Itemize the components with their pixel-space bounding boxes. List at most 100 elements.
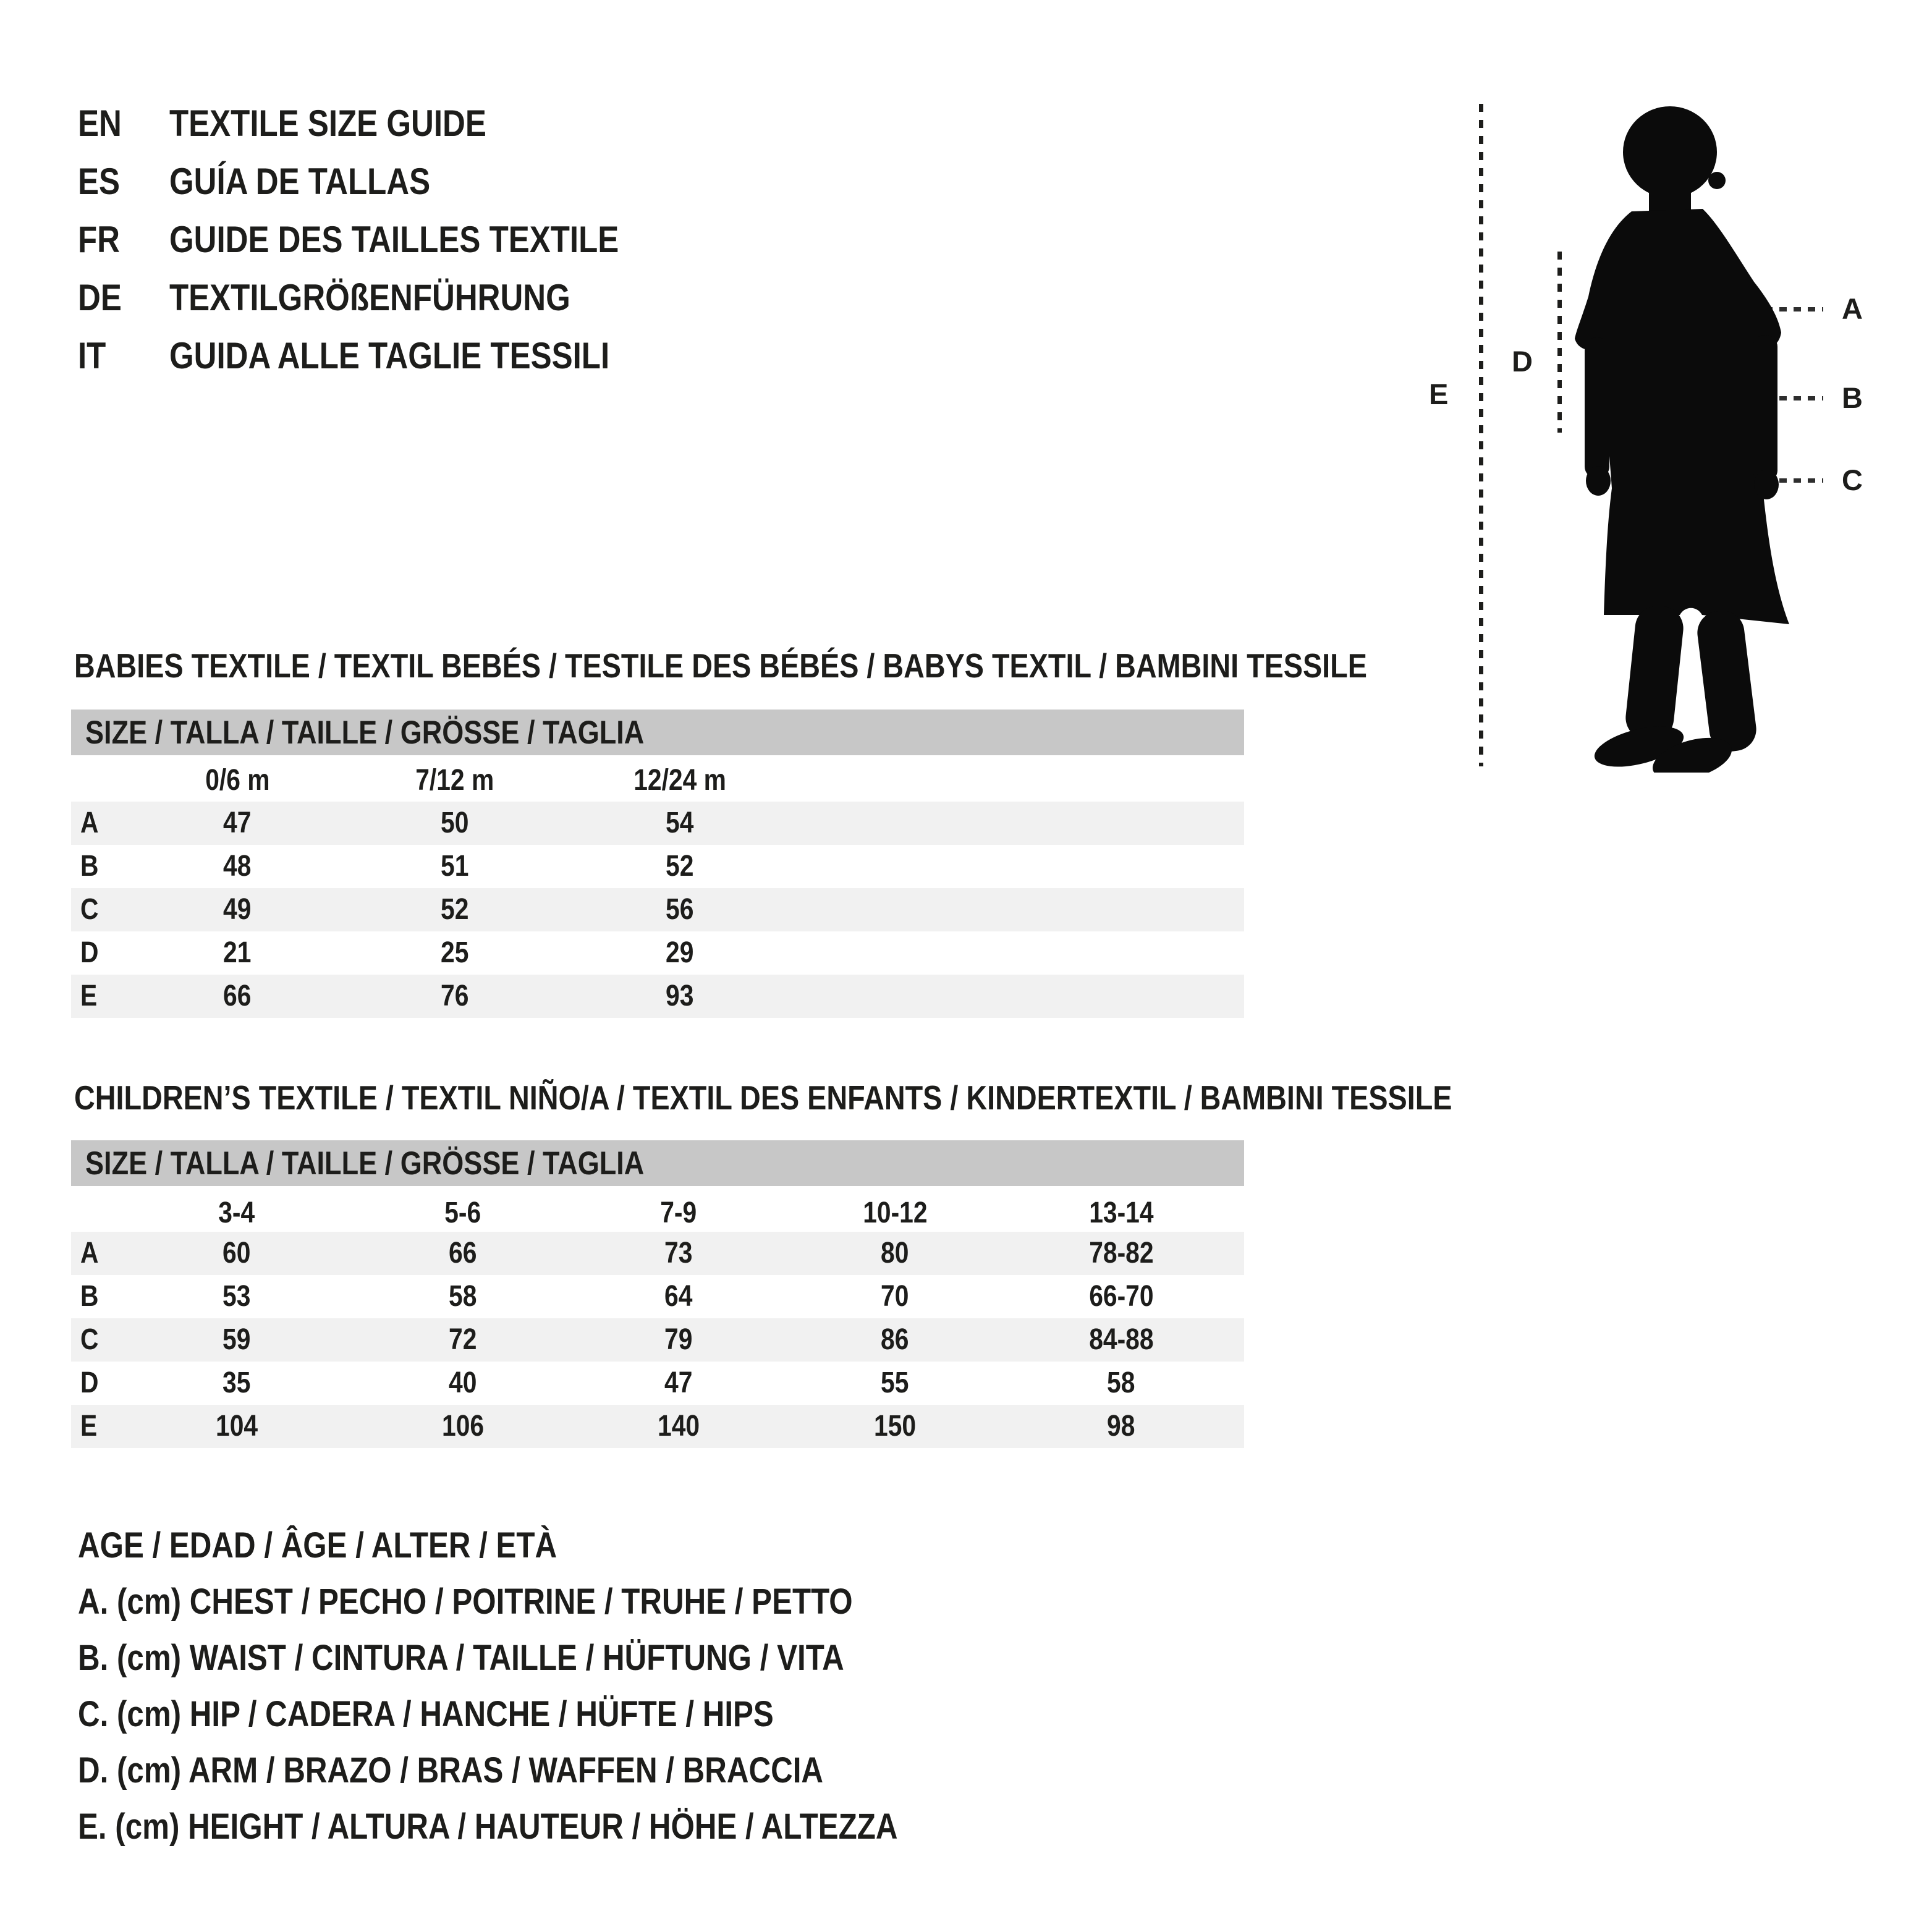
lang-row-it: IT GUIDA ALLE TAGLIE TESSILI	[78, 334, 687, 378]
table-cell: 104	[215, 1410, 258, 1443]
column-header: 5-6	[444, 1197, 481, 1229]
table-cell: 70	[881, 1280, 909, 1313]
table-cell: 35	[222, 1366, 251, 1399]
label-e: E	[1429, 378, 1449, 410]
table-cell: 80	[881, 1237, 909, 1269]
row-label: D	[80, 936, 99, 969]
table-cell: 51	[441, 850, 469, 883]
label-a: A	[1842, 292, 1863, 325]
column-header: 0/6 m	[205, 764, 270, 797]
silhouette-left-arm	[1585, 337, 1609, 478]
babies-table-title: BABIES TEXTILE / TEXTIL BEBÉS / TESTILE …	[74, 646, 1367, 685]
table-cell: 53	[222, 1280, 251, 1313]
arm-d-dotted-line	[1557, 252, 1562, 433]
table-cell: 140	[657, 1410, 700, 1443]
table-cell: 106	[441, 1410, 485, 1443]
lang-code: EN	[78, 103, 122, 144]
table-row-stripe	[71, 1405, 1244, 1448]
table-cell: 150	[873, 1410, 917, 1443]
table-cell: 25	[441, 936, 469, 969]
children-table-title: CHILDREN’S TEXTILE / TEXTIL NIÑO/A / TEX…	[74, 1078, 1452, 1117]
column-header: 12/24 m	[633, 764, 726, 797]
lang-code: DE	[78, 277, 122, 318]
silhouette-left-leg	[1625, 606, 1684, 740]
table-cell: 98	[1107, 1410, 1135, 1443]
lang-title: TEXTILGRÖßENFÜHRUNG	[169, 277, 570, 318]
lang-title: TEXTILE SIZE GUIDE	[169, 103, 486, 144]
table-cell: 64	[664, 1280, 693, 1313]
silhouette-body	[1575, 209, 1789, 624]
table-cell: 47	[223, 807, 252, 839]
column-header: 13-14	[1088, 1197, 1154, 1229]
table-cell: 84-88	[1088, 1323, 1154, 1356]
silhouette-neck	[1649, 173, 1691, 216]
table-cell: 29	[666, 936, 694, 969]
table-cell: 72	[449, 1323, 477, 1356]
table-cell: 55	[881, 1366, 909, 1399]
column-header: 10-12	[862, 1197, 928, 1229]
table-cell: 21	[223, 936, 252, 969]
column-header: 7-9	[660, 1197, 697, 1229]
column-header: 7/12 m	[415, 764, 494, 797]
table-cell: 76	[441, 980, 469, 1012]
table-cell: 73	[664, 1237, 693, 1269]
row-label: E	[80, 980, 98, 1012]
table-cell: 58	[1107, 1366, 1135, 1399]
silhouette-right-arm	[1753, 335, 1777, 482]
table-cell: 40	[449, 1366, 477, 1399]
silhouette-right-hand	[1754, 470, 1779, 499]
lang-title: GUIDA ALLE TAGLIE TESSILI	[169, 335, 610, 376]
table-cell: 54	[666, 807, 694, 839]
row-label: D	[80, 1366, 99, 1399]
table-row-stripe	[71, 888, 1244, 931]
hip-c-dark-dash	[1751, 478, 1823, 483]
lang-row-es: ES GUÍA DE TALLAS	[78, 159, 477, 204]
column-header: 3-4	[218, 1197, 255, 1229]
table-row-stripe	[71, 1232, 1244, 1275]
row-label: C	[80, 893, 99, 926]
table-cell: 47	[664, 1366, 693, 1399]
row-label: A	[80, 807, 99, 839]
legend-line-waist: B. (cm) WAIST / CINTURA / TAILLE / HÜFTU…	[78, 1638, 844, 1678]
legend-line-hip: C. (cm) HIP / CADERA / HANCHE / HÜFTE / …	[78, 1694, 774, 1734]
table-cell: 66-70	[1088, 1280, 1154, 1313]
table-cell: 66	[223, 980, 252, 1012]
lang-row-en: EN TEXTILE SIZE GUIDE	[78, 101, 542, 146]
table-cell: 93	[666, 980, 694, 1012]
table-cell: 79	[664, 1323, 693, 1356]
label-c: C	[1842, 464, 1863, 496]
table-cell: 60	[222, 1237, 251, 1269]
height-e-dotted-line	[1479, 104, 1483, 766]
lang-code: ES	[78, 161, 121, 202]
silhouette-right-foot	[1653, 737, 1732, 773]
chest-a-dark-dash	[1751, 307, 1823, 311]
size-header-label: SIZE / TALLA / TAILLE / GRÖSSE / TAGLIA	[85, 714, 645, 751]
row-label: C	[80, 1323, 99, 1356]
row-label: A	[80, 1237, 99, 1269]
table-row-stripe	[71, 975, 1244, 1018]
lang-row-de: DE TEXTILGRÖßENFÜHRUNG	[78, 276, 641, 320]
table-cell: 50	[441, 807, 469, 839]
label-b: B	[1842, 381, 1863, 414]
table-cell: 52	[666, 850, 694, 883]
lang-code: FR	[78, 219, 120, 260]
babies-size-header-bar: SIZE / TALLA / TAILLE / GRÖSSE / TAGLIA	[71, 710, 1244, 755]
lang-code: IT	[78, 335, 106, 376]
table-cell: 58	[449, 1280, 477, 1313]
table-cell: 59	[222, 1323, 251, 1356]
children-size-header-bar: SIZE / TALLA / TAILLE / GRÖSSE / TAGLIA	[71, 1140, 1244, 1186]
legend-line-age: AGE / EDAD / ÂGE / ALTER / ETÀ	[78, 1525, 557, 1566]
row-label: B	[80, 1280, 99, 1313]
table-row-stripe	[71, 802, 1244, 845]
row-label: E	[80, 1410, 98, 1443]
silhouette-head	[1623, 106, 1717, 198]
child-silhouette	[1575, 106, 1789, 773]
label-d: D	[1512, 345, 1533, 378]
silhouette-left-hand	[1586, 466, 1611, 496]
table-cell: 48	[223, 850, 252, 883]
legend-line-arm: D. (cm) ARM / BRAZO / BRAS / WAFFEN / BR…	[78, 1750, 824, 1790]
silhouette-ear	[1708, 172, 1726, 189]
lang-row-fr: FR GUIDE DES TAILLES TEXTILE	[78, 218, 698, 262]
table-row-stripe	[71, 1318, 1244, 1362]
